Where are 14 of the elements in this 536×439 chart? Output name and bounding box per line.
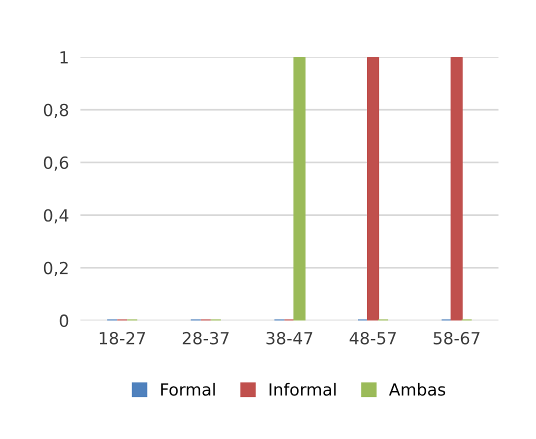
y-tick-label: 0,2 — [44, 262, 68, 276]
legend-label: Formal — [161, 382, 215, 396]
legend-label: Ambas — [389, 382, 446, 396]
x-tick-label: 38-47 — [266, 332, 312, 344]
y-tick-label: 0 — [60, 314, 68, 328]
x-tick-label: 18-27 — [100, 332, 145, 344]
x-tick-label: 48-57 — [350, 332, 396, 344]
y-tick-label: 1 — [60, 51, 68, 64]
x-tick-label: 58-67 — [434, 332, 480, 344]
legend-label: Informal — [270, 382, 336, 396]
x-tick-label: 28-37 — [182, 332, 229, 344]
y-tick-label: 0,8 — [44, 104, 68, 118]
y-tick-label: 0,6 — [44, 156, 68, 171]
y-tick-label: 0,4 — [44, 209, 68, 224]
